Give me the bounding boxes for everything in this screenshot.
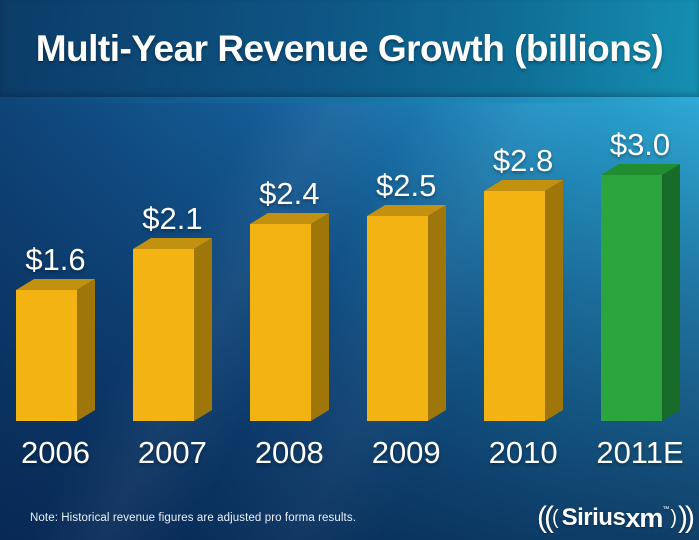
bar-3d-2011E xyxy=(600,164,680,421)
bar-value-label-2008: $2.4 xyxy=(259,176,320,211)
logo-xm-text: xm xyxy=(625,502,663,533)
bar-3d-2008 xyxy=(249,213,329,421)
logo-sirius-text: Sirius xyxy=(561,504,626,531)
title-band: Multi-Year Revenue Growth (billions) xyxy=(0,0,699,97)
logo-right-inner-arc: ) xyxy=(670,507,678,529)
bar-3d-2010 xyxy=(483,180,563,421)
logo-trademark: ™ xyxy=(662,505,670,513)
bar-value-label-2011E: $3.0 xyxy=(609,127,671,162)
siriusxm-logo: (( ( Sirius xm ™ ) )) xyxy=(536,501,695,535)
bar-3d-2007 xyxy=(132,238,212,421)
background-streaks xyxy=(0,97,699,540)
slide-background xyxy=(0,97,699,540)
bar-year-label-2009: 2009 xyxy=(371,435,441,470)
logo-left-outer-arcs: (( xyxy=(536,501,554,534)
bar-year-label-2008: 2008 xyxy=(254,435,324,470)
bar-year-label-2010: 2010 xyxy=(488,435,558,470)
logo-left-inner-arc: ( xyxy=(551,507,559,529)
slide-title: Multi-Year Revenue Growth (billions) xyxy=(35,27,664,69)
bar-value-label-2006: $1.6 xyxy=(25,242,86,277)
bar-value-label-2010: $2.8 xyxy=(492,143,554,178)
bar-value-label-2007: $2.1 xyxy=(142,201,203,236)
bar-year-label-2011E: 2011E xyxy=(596,435,684,470)
bar-year-label-2006: 2006 xyxy=(21,435,90,470)
bar-3d-2009 xyxy=(366,205,446,421)
bar-value-label-2009: $2.5 xyxy=(376,168,437,203)
footnote: Note: Historical revenue figures are adj… xyxy=(30,512,356,524)
accent-stripe xyxy=(0,97,699,103)
logo-right-outer-arcs: )) xyxy=(678,501,695,534)
bar-year-label-2007: 2007 xyxy=(137,435,207,470)
bar-3d-2006 xyxy=(16,279,95,421)
